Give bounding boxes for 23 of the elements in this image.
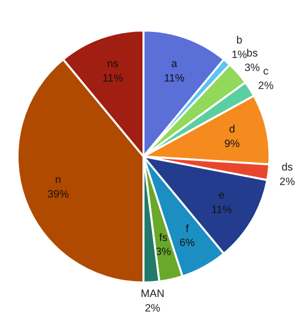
slice-label: c <box>263 66 270 78</box>
data-label: 3% <box>244 62 260 74</box>
slice-label: b <box>236 34 242 47</box>
data-label: 11% <box>211 204 232 216</box>
slice-label: ns <box>107 58 118 70</box>
data-label: 2% <box>280 176 296 188</box>
slice-label: ds <box>282 161 293 174</box>
slice-label: d <box>229 124 236 136</box>
data-label: 2% <box>258 80 274 92</box>
data-label: 39% <box>47 188 70 200</box>
slice-label: MAN <box>140 288 164 300</box>
data-label: 6% <box>180 237 196 250</box>
data-label: 11% <box>102 72 124 84</box>
slice-label: bs <box>246 47 258 60</box>
slice-label: f <box>186 222 189 235</box>
data-label: 11% <box>164 72 186 84</box>
data-label: 1% <box>232 49 248 62</box>
data-label: 9% <box>224 138 240 150</box>
slice-label: n <box>55 174 62 186</box>
slice-label: a <box>171 58 178 70</box>
slice-label: e <box>218 189 225 202</box>
data-label: 2% <box>144 302 161 314</box>
slice-label: fs <box>159 232 168 244</box>
